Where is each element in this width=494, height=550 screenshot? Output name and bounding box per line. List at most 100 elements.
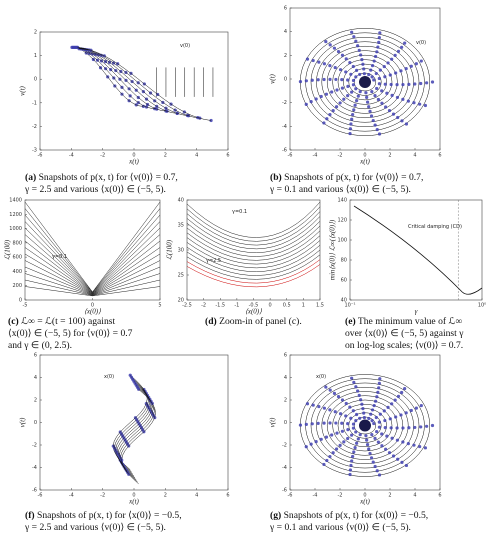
snapshot (331, 109, 335, 113)
snapshot (346, 436, 350, 441)
x-tick-label: -2.5 (182, 303, 192, 309)
y-tick-label: 0 (284, 420, 287, 426)
snapshot (350, 90, 354, 94)
snapshot (430, 80, 435, 84)
y-tick-label: -6 (282, 488, 287, 494)
snapshot (328, 388, 332, 392)
snapshot (333, 410, 337, 414)
snapshot (361, 407, 365, 411)
snapshot (324, 385, 328, 389)
snapshot (407, 82, 411, 86)
y-axis-label: ℒ(100) (4, 239, 12, 260)
snapshot (330, 433, 334, 437)
snapshot (340, 86, 345, 90)
annotation: v(0) (180, 43, 190, 49)
snapshot (401, 426, 405, 430)
x-tick-label: -0.5 (249, 303, 259, 309)
y-tick-label: -2 (32, 124, 37, 130)
caption-line: (e) The minimum value of ℒ∞ (345, 316, 462, 327)
y-axis-label: v(t) (19, 85, 27, 95)
snapshot (396, 457, 400, 461)
y-tick-label: 120 (337, 218, 347, 224)
snapshot (360, 402, 364, 406)
x-tick-label: 5 (158, 303, 161, 309)
snapshot (328, 421, 332, 425)
snapshot (352, 35, 356, 39)
snapshot (365, 95, 369, 99)
snapshot (335, 88, 339, 92)
snapshot (367, 447, 371, 451)
caption-text: Zoom-in of panel (c). (219, 316, 302, 327)
curve (24, 279, 161, 296)
y-tick-label: 800 (12, 240, 22, 246)
y-tick-label: -2 (282, 100, 287, 106)
x-tick-label: 6 (438, 153, 441, 159)
y-tick-label: 1400 (9, 198, 22, 204)
snapshot (314, 440, 318, 444)
snapshot (383, 75, 387, 79)
y-tick-label: 6 (34, 353, 37, 359)
snapshot (390, 57, 394, 61)
y-tick-label: 0 (284, 77, 287, 83)
snapshot (377, 76, 381, 81)
annotation: v(0) (416, 40, 426, 46)
center (359, 76, 371, 88)
x-tick-label: 4 (195, 493, 198, 499)
snapshot (376, 97, 380, 102)
snapshot (390, 93, 394, 97)
x-tick-label: -6 (38, 153, 43, 159)
y-tick-label: -4 (282, 124, 287, 130)
snapshot (338, 101, 342, 105)
snapshot (354, 430, 358, 434)
snapshot (419, 425, 423, 429)
snapshot (351, 64, 355, 69)
plot-frame (24, 199, 161, 301)
caption-line: γ = 2.5 and various ⟨x(0)⟩ ∈ (−5, 5). (24, 184, 166, 195)
x-tick-label: 10⁰ (478, 303, 486, 309)
orbit (337, 59, 393, 105)
snapshot (317, 404, 321, 409)
snapshot (377, 82, 382, 86)
y-tick-label: -3 (32, 148, 37, 154)
orbit (316, 386, 414, 465)
snapshot (328, 113, 332, 117)
plot-frame (39, 31, 229, 151)
caption-line: γ = 0.1 and various ⟨v(0)⟩ ∈ (−5, 5). (269, 522, 411, 533)
snapshot (385, 91, 389, 95)
orbit (326, 50, 404, 114)
snapshot (370, 433, 374, 437)
annotation: γ=0.1 (232, 209, 247, 215)
y-tick-label: 200 (12, 283, 22, 289)
snapshot (365, 442, 370, 447)
snapshot (351, 409, 355, 413)
curve (186, 249, 321, 276)
snapshot (328, 77, 332, 81)
snapshot (370, 419, 374, 423)
snapshot (404, 122, 409, 126)
snapshot (377, 473, 382, 477)
snapshot (393, 53, 397, 57)
plot-frame (186, 199, 321, 301)
curve (24, 247, 161, 295)
x-tick-label: -2 (100, 153, 105, 159)
snapshot (404, 411, 408, 415)
caption-line: (a) Snapshots of p(x, t) for ⟨v(0)⟩ = 0.… (25, 172, 178, 183)
x-tick-label: -1.5 (215, 303, 225, 309)
snapshot (331, 451, 335, 455)
snapshot (400, 460, 404, 465)
snapshot (351, 83, 356, 87)
snapshot (324, 435, 329, 439)
snapshot (358, 72, 362, 77)
snapshot (349, 72, 353, 76)
snapshot (430, 423, 435, 428)
snapshot (344, 57, 348, 61)
snapshot (400, 390, 404, 395)
snapshot (412, 101, 416, 105)
snapshot (304, 102, 308, 106)
snapshot (380, 444, 384, 448)
snapshot (319, 94, 323, 99)
snapshot (309, 442, 313, 446)
snapshot (344, 401, 348, 406)
snapshot (362, 415, 366, 420)
